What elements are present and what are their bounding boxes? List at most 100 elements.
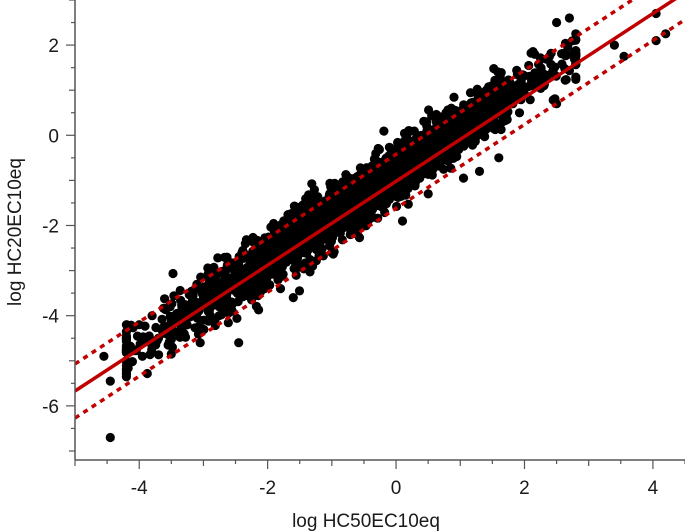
- axes: -4 -2 0 2 4 -6 -4 -2 0 2: [42, 0, 685, 499]
- x-tick-label: 0: [391, 478, 402, 499]
- data-point: [397, 216, 408, 226]
- data-point: [569, 47, 579, 57]
- data-point: [203, 307, 213, 317]
- data-point: [429, 130, 439, 140]
- data-point: [288, 293, 298, 303]
- lower-prediction-band: [75, 18, 685, 420]
- data-point: [331, 199, 341, 209]
- data-point: [481, 124, 491, 134]
- data-point: [290, 229, 300, 239]
- data-point: [458, 173, 469, 183]
- x-axis-ticks: -4 -2 0 2 4: [74, 460, 685, 499]
- y-tick-label: -6: [42, 397, 59, 418]
- data-point: [439, 164, 449, 174]
- data-point: [396, 191, 406, 201]
- data-points: [99, 8, 671, 443]
- data-point: [438, 155, 448, 165]
- data-point: [311, 209, 321, 219]
- data-point: [525, 95, 535, 105]
- x-axis-title: log HC50EC10eq: [292, 511, 440, 532]
- data-point: [362, 188, 372, 198]
- data-point: [454, 144, 464, 155]
- data-point: [263, 279, 273, 289]
- data-point: [199, 324, 209, 335]
- data-point: [232, 313, 242, 323]
- data-point: [276, 233, 286, 243]
- data-point: [319, 205, 329, 215]
- data-point: [373, 143, 383, 154]
- data-point: [294, 286, 305, 296]
- data-point: [222, 295, 233, 305]
- data-point: [343, 172, 353, 183]
- data-point: [465, 88, 476, 98]
- data-point: [368, 212, 378, 222]
- data-point: [278, 269, 288, 279]
- data-point: [561, 75, 571, 85]
- data-point: [317, 218, 327, 229]
- data-point: [239, 286, 249, 296]
- x-tick-label: 4: [648, 478, 659, 499]
- data-point: [258, 247, 268, 257]
- data-point: [609, 40, 620, 50]
- data-point: [307, 190, 317, 200]
- data-point: [497, 117, 507, 127]
- data-point: [514, 108, 525, 118]
- data-point: [163, 340, 173, 350]
- y-axis-title: log HC20EC10eq: [5, 158, 26, 306]
- y-tick-label: -2: [42, 216, 59, 237]
- data-point: [234, 338, 244, 348]
- data-point: [352, 190, 362, 200]
- data-point: [431, 117, 441, 127]
- data-point: [423, 189, 433, 199]
- data-point: [465, 115, 475, 126]
- data-point: [277, 262, 287, 272]
- data-point: [345, 191, 355, 201]
- data-point: [217, 302, 227, 312]
- data-point: [441, 108, 451, 118]
- data-point: [410, 148, 420, 158]
- data-point: [487, 96, 497, 106]
- data-point: [393, 137, 403, 148]
- data-point: [203, 316, 214, 326]
- data-point: [241, 235, 251, 245]
- data-point: [463, 135, 474, 145]
- data-point: [311, 244, 321, 255]
- data-point: [336, 220, 346, 230]
- data-point: [151, 322, 161, 333]
- data-point: [562, 50, 572, 60]
- data-point: [564, 13, 575, 23]
- y-tick-label: 0: [48, 126, 59, 147]
- data-point: [248, 246, 258, 256]
- data-point: [225, 278, 235, 288]
- regression-line: [75, 0, 677, 393]
- data-point: [210, 274, 220, 284]
- data-point: [619, 51, 629, 62]
- data-point: [369, 154, 379, 164]
- data-point: [145, 350, 155, 360]
- data-point: [495, 95, 505, 105]
- data-point: [377, 192, 387, 202]
- data-point: [215, 283, 225, 293]
- data-point: [490, 124, 500, 135]
- data-point: [179, 329, 189, 339]
- data-point: [371, 178, 381, 188]
- data-point: [494, 153, 504, 163]
- data-point: [177, 301, 187, 311]
- data-point: [105, 432, 115, 443]
- data-point: [400, 135, 410, 145]
- data-point: [474, 166, 485, 176]
- data-point: [264, 237, 274, 247]
- data-point: [182, 320, 192, 330]
- data-point: [546, 59, 556, 69]
- data-point: [272, 244, 283, 254]
- data-point: [427, 137, 437, 147]
- upper-prediction-band: [75, 0, 636, 366]
- data-point: [232, 288, 242, 298]
- data-point: [220, 252, 230, 262]
- data-point: [386, 188, 397, 198]
- data-point: [489, 64, 499, 74]
- data-point: [525, 81, 535, 91]
- data-point: [300, 258, 310, 268]
- x-tick-label: 2: [519, 478, 530, 499]
